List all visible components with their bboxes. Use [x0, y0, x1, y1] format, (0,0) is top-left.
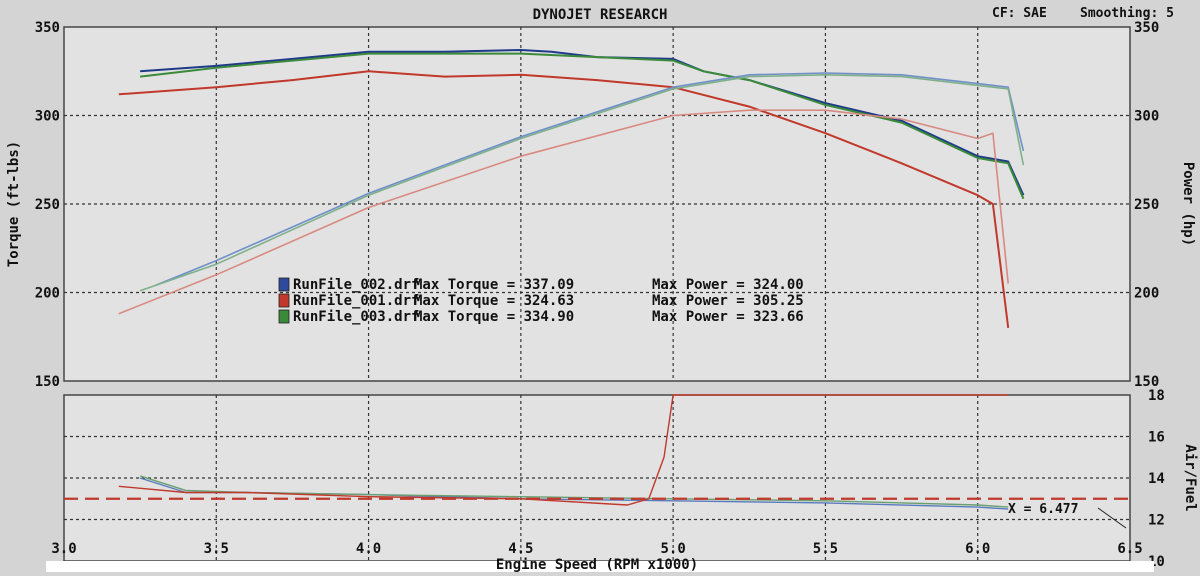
main-series-layer: [118, 49, 1025, 329]
power-series-line: [139, 74, 1025, 292]
afr-grid: [64, 395, 1130, 561]
x-axis-strip: [46, 561, 1154, 572]
torque-tick-label: 350: [35, 20, 60, 36]
afr-series-layer: [64, 394, 1130, 510]
x-tick-label: 3.5: [204, 541, 229, 557]
power-series-line: [118, 109, 1009, 315]
power-tick-label: 350: [1134, 20, 1159, 36]
x-tick-label: 3.0: [51, 541, 76, 557]
legend-swatch: [278, 277, 290, 292]
torque-series-line: [139, 52, 1025, 200]
torque-tick-label: 300: [35, 109, 60, 125]
x-tick-label: 5.5: [813, 541, 838, 557]
torque-tick-labels: 150 200 250 300 350: [35, 20, 60, 390]
legend-swatch: [278, 293, 290, 308]
x-tick-label: 4.0: [356, 541, 381, 557]
afr-tick-label: 14: [1148, 471, 1165, 487]
afr-series-line: [118, 394, 1009, 506]
x-tick-label: 6.5: [1117, 541, 1142, 557]
legend-file: RunFile_003.drf: [293, 309, 419, 325]
legend-max-power: Max Power = 305.25: [652, 293, 804, 309]
smoothing-label: Smoothing: 5: [1080, 6, 1174, 21]
cf-label: CF: SAE: [992, 6, 1047, 21]
power-tick-label: 200: [1134, 286, 1159, 302]
torque-series-line: [118, 70, 1010, 329]
power-tick-labels: 150 200 250 300 350: [1134, 20, 1159, 390]
legend-max-power: Max Power = 324.00: [652, 277, 804, 293]
x-tick-labels: 3.0 3.5 4.0 4.5 5.0 5.5 6.0 6.5: [51, 541, 1142, 557]
legend-file: RunFile_002.drf: [293, 277, 419, 293]
afr-tick-label: 16: [1148, 430, 1165, 446]
x-tick-label: 4.5: [508, 541, 533, 557]
cursor-leader-line: [1097, 507, 1127, 529]
legend-max-torque: Max Torque = 324.63: [414, 293, 574, 309]
legend-max-torque: Max Torque = 337.09: [414, 277, 574, 293]
cursor-readout: X = 6.477: [1008, 502, 1078, 517]
power-series-line: [155, 72, 1025, 287]
x-axis-label: Engine Speed (RPM x1000): [496, 557, 698, 572]
x-tick-label: 5.0: [660, 541, 685, 557]
chart-title: DYNOJET RESEARCH: [533, 7, 668, 23]
main-grid: [64, 27, 1130, 381]
legend-swatch: [278, 309, 290, 324]
afr-axis-label: Air/Fuel: [1182, 444, 1198, 511]
legend-max-torque: Max Torque = 334.90: [414, 309, 574, 325]
power-tick-label: 250: [1134, 197, 1159, 213]
torque-tick-label: 200: [35, 286, 60, 302]
torque-tick-label: 250: [35, 197, 60, 213]
torque-axis-label: Torque (ft-lbs): [6, 141, 22, 267]
torque-tick-label: 150: [35, 374, 60, 390]
power-tick-label: 300: [1134, 109, 1159, 125]
afr-tick-label: 12: [1148, 513, 1165, 529]
legend-max-power: Max Power = 323.66: [652, 309, 804, 325]
legend-file: RunFile_001.drf: [293, 293, 419, 309]
power-tick-label: 150: [1134, 374, 1159, 390]
afr-series-line: [139, 475, 1009, 508]
power-axis-label: Power (hp): [1180, 162, 1196, 246]
afr-tick-label: 18: [1148, 388, 1165, 404]
x-tick-label: 6.0: [965, 541, 990, 557]
